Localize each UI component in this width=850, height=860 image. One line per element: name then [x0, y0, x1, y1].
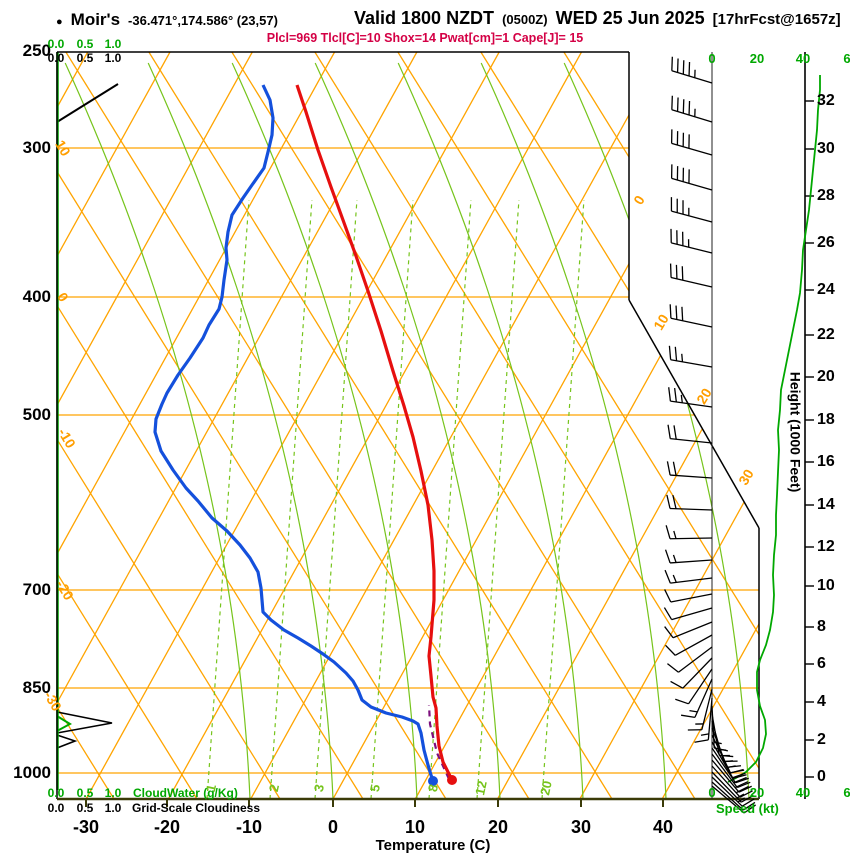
pressure-tick-400: 400 — [22, 287, 51, 306]
wind-barbs — [663, 56, 757, 814]
temperature-surface-dot — [447, 775, 457, 785]
temp-tick-20: 20 — [487, 817, 509, 837]
cw-scale-top-0.0: 0.0 — [47, 37, 65, 51]
height-tick-14: 14 — [817, 496, 835, 513]
wind-speed-profile — [727, 75, 821, 783]
mixing-ratio-label-12: 12 — [472, 779, 490, 797]
height-tick-24: 24 — [817, 281, 835, 298]
temp-tick-0: 0 — [327, 817, 339, 837]
height-tick-0: 0 — [817, 768, 826, 785]
temperature-axis-title: Temperature (C) — [375, 837, 491, 854]
gs-scale-bot-0.0: 0.0 — [47, 801, 65, 815]
cw-scale-top-0.5: 0.5 — [76, 37, 94, 51]
grid-lines — [57, 52, 759, 799]
speed-bottom-tick-20: 20 — [749, 785, 765, 800]
speed-top-tick-0: 0 — [708, 51, 716, 66]
height-tick-26: 26 — [817, 234, 835, 251]
stability-params: Plcl=969 Tlcl[C]=10 Shox=14 Pwat[cm]=1 C… — [266, 31, 584, 45]
valid-time: Valid 1800 NZDT — [354, 8, 495, 28]
parcel-path — [427, 704, 450, 780]
cloudwater-spike — [56, 715, 73, 732]
gs-scale-top-1.0: 1.0 — [104, 51, 122, 65]
station-coords: -36.471°,174.586° (23,57) — [128, 13, 278, 28]
valid-date: WED 25 Jun 2025 — [555, 8, 705, 28]
height-tick-16: 16 — [817, 453, 835, 470]
cw-scale-top-1.0: 1.0 — [104, 37, 122, 51]
dewpoint-profile — [153, 84, 435, 782]
station-title: ● Moir's -36.471°,174.586° (23,57) — [56, 10, 278, 30]
height-tick-4: 4 — [817, 693, 826, 710]
cw-scale-bot-0.5: 0.5 — [76, 786, 94, 800]
cloudiness-profile-top — [56, 83, 119, 123]
height-tick-30: 30 — [817, 140, 835, 157]
gs-scale-top-0.0: 0.0 — [47, 51, 65, 65]
speed-bottom-tick-0: 0 — [708, 785, 716, 800]
temp-tick--30: -30 — [72, 817, 100, 837]
height-tick-18: 18 — [817, 411, 835, 428]
cloudiness-scale-label: Grid-Scale Cloudiness — [132, 801, 261, 815]
cw-scale-bot-0.0: 0.0 — [47, 786, 65, 800]
temp-tick-10: 10 — [404, 817, 426, 837]
gs-scale-bot-0.5: 0.5 — [76, 801, 94, 815]
pressure-tick-250: 250 — [22, 41, 51, 60]
temp-tick-30: 30 — [570, 817, 592, 837]
height-tick-20: 20 — [817, 368, 835, 385]
temp-tick--10: -10 — [235, 817, 263, 837]
mixing-ratio-label-20: 20 — [537, 779, 555, 797]
height-tick-32: 32 — [817, 92, 835, 109]
dewpoint-surface-dot — [428, 776, 438, 786]
height-tick-6: 6 — [817, 655, 826, 672]
height-tick-28: 28 — [817, 187, 835, 204]
forecast-lead: [17hrFcst@1657z] — [712, 11, 841, 28]
valid-utc: (0500Z) — [502, 12, 548, 27]
speed-top-tick-20: 20 — [749, 51, 765, 66]
height-axis-title: Height (1000 Feet) — [787, 371, 804, 493]
gs-scale-bot-1.0: 1.0 — [104, 801, 122, 815]
temp-tick--20: -20 — [153, 817, 181, 837]
height-tick-8: 8 — [817, 618, 826, 635]
speed-bottom-tick-6: 6 — [843, 785, 850, 800]
temperature-profile — [295, 84, 454, 781]
plot-border — [56, 51, 760, 807]
height-tick-2: 2 — [817, 731, 826, 748]
pressure-tick-500: 500 — [22, 405, 51, 424]
height-tick-10: 10 — [817, 577, 835, 594]
bullet-icon: ● — [56, 16, 63, 28]
speed-top-tick-6: 6 — [843, 51, 850, 66]
cloudiness-spike — [56, 711, 113, 734]
speed-axis-title: Speed (kt) — [716, 801, 779, 816]
pressure-tick-700: 700 — [22, 580, 51, 599]
cloudwater-scale-label: CloudWater (g/Kg) — [133, 786, 238, 800]
temp-tick-40: 40 — [652, 817, 674, 837]
valid-time-title: Valid 1800 NZDT (0500Z) WED 25 Jun 2025 … — [354, 8, 841, 29]
speed-bottom-tick-40: 40 — [795, 785, 811, 800]
height-tick-12: 12 — [817, 538, 835, 555]
pressure-tick-1000: 1000 — [13, 763, 51, 782]
pressure-tick-300: 300 — [22, 138, 51, 157]
cw-scale-bot-1.0: 1.0 — [104, 786, 122, 800]
gs-scale-top-0.5: 0.5 — [76, 51, 94, 65]
pressure-tick-850: 850 — [22, 678, 51, 697]
height-tick-22: 22 — [817, 326, 835, 343]
station-name: Moir's — [70, 10, 121, 29]
speed-top-tick-40: 40 — [795, 51, 811, 66]
